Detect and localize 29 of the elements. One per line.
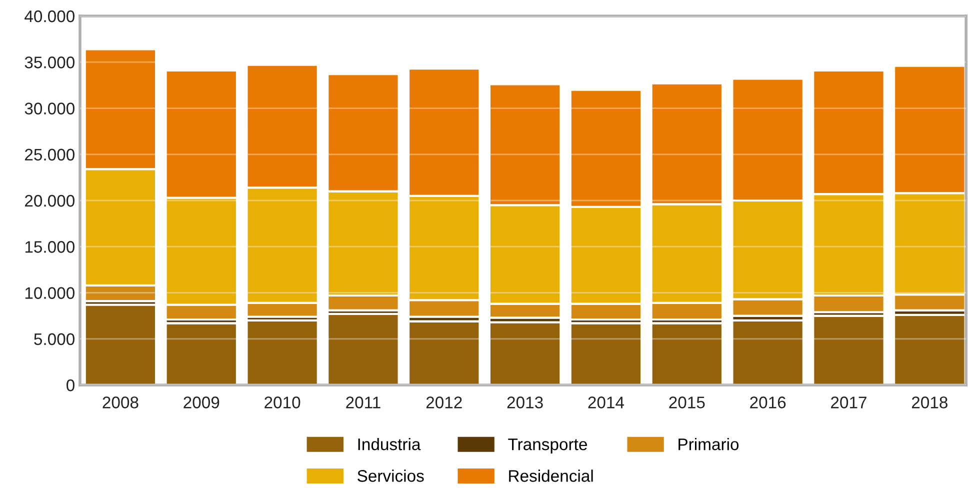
x-tick-label: 2013 [507,396,543,408]
x-tick-label: 2012 [426,396,462,408]
bar [84,304,158,385]
legend-label: Residencial [509,470,593,482]
x-tick-label: 2014 [588,396,624,408]
x-tick-label: 2008 [102,396,138,408]
legend-label: Servicios [358,470,424,482]
y-tick-label: 40.000 [24,10,74,22]
x-tick-label: 2010 [264,396,300,408]
y-tick-label: 0 [66,379,74,392]
x-tick-label: 2017 [831,396,866,408]
y-tick-label: 25.000 [25,148,74,161]
legend-label: Primario [678,438,739,450]
y-tick-label: 5.000 [34,333,74,346]
x-tick-label: 2009 [184,396,220,408]
bar [569,322,643,385]
legend-label: Transporte [508,438,587,454]
bar [893,314,966,385]
y-tick-label: 35.000 [24,56,74,68]
bar [812,314,886,385]
y-tick-label: 30.000 [24,102,74,114]
x-tick-label: 2011 [346,396,380,408]
y-tick-label: 10.000 [25,287,74,299]
x-tick-label: 2015 [669,396,705,408]
x-tick-label: 2016 [750,396,786,408]
legend-label: Industria [358,438,421,450]
y-tick-label: 15.000 [25,241,74,253]
y-tick-label: 20.000 [25,194,74,207]
x-tick-label: 2018 [912,396,948,408]
